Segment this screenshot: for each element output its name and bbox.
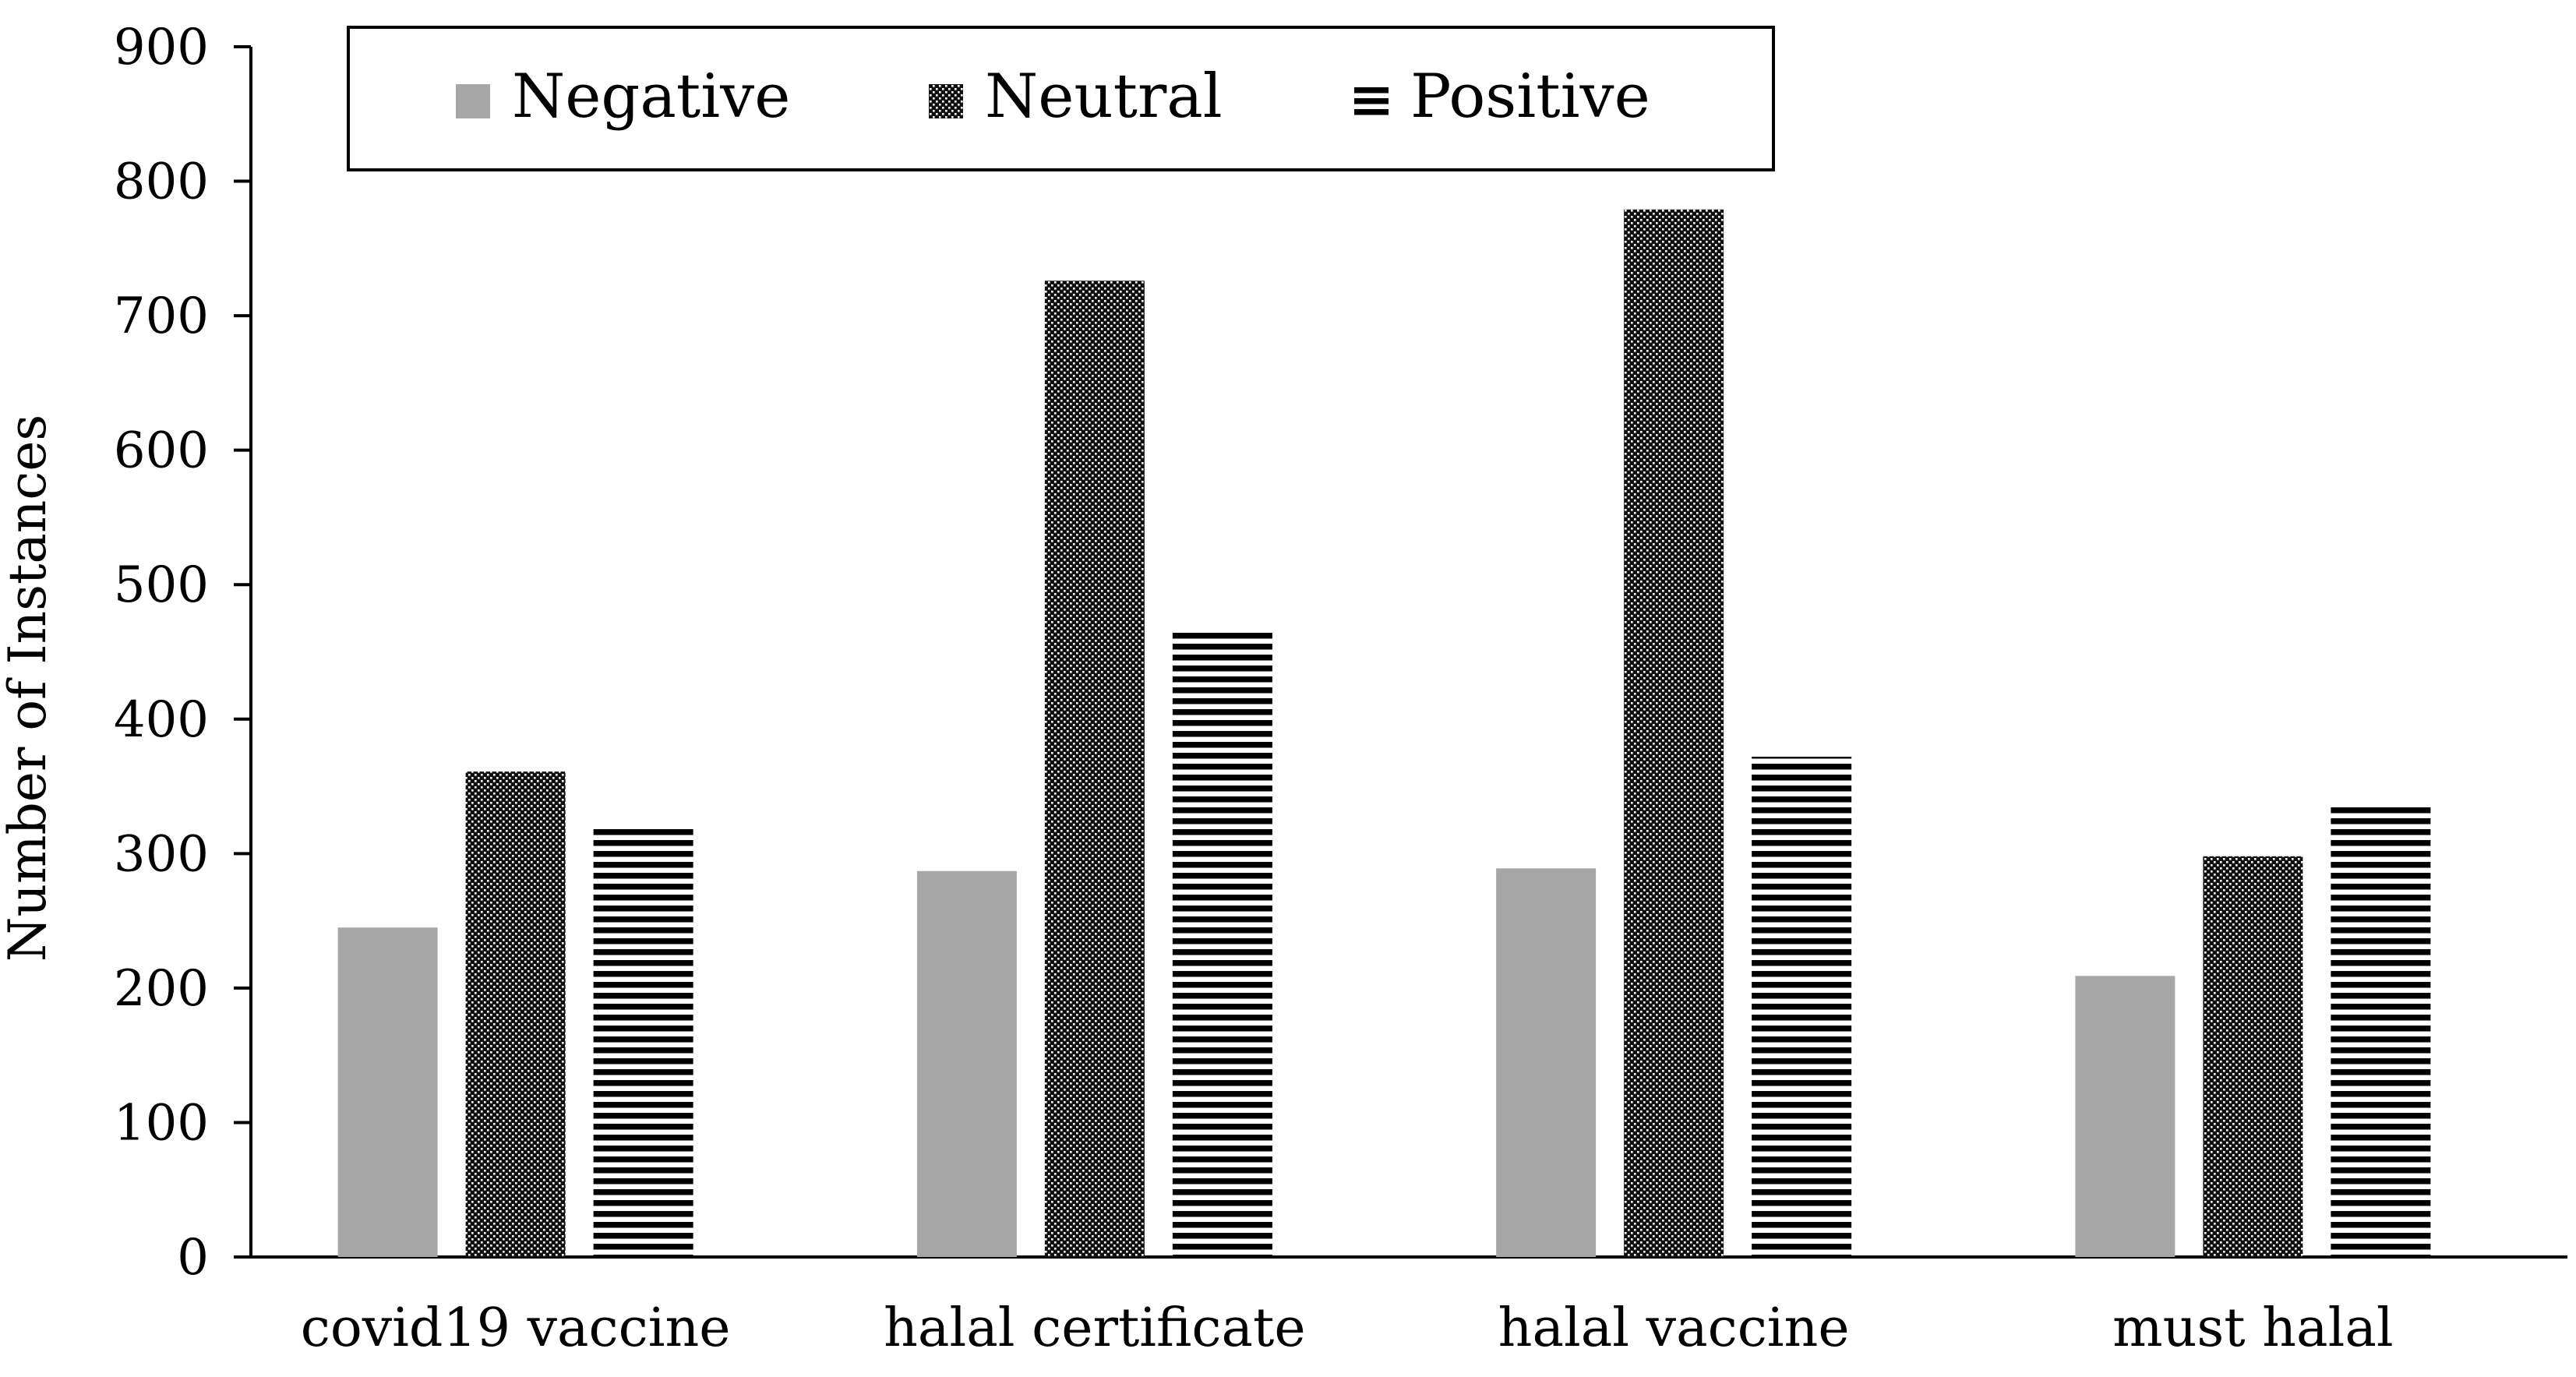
x-category-label: must halal: [2112, 1298, 2394, 1359]
bar-neutral-4: [2203, 856, 2303, 1257]
bar-negative-1: [337, 927, 438, 1257]
y-tick-label: 500: [114, 556, 209, 614]
legend-label-negative: Negative: [512, 62, 790, 132]
bar-negative-2: [916, 870, 1017, 1257]
y-axis-title: Number of Instances: [0, 415, 58, 962]
x-axis-categories: covid19 vaccine halal certificate halal va…: [301, 1298, 2394, 1359]
bar-negative-4: [2075, 976, 2175, 1257]
y-tick-label: 300: [114, 825, 209, 883]
bar-neutral-1: [465, 771, 566, 1257]
bar-neutral-3: [1624, 209, 1724, 1257]
legend-swatch-negative: [456, 84, 490, 118]
legend-box: [347, 26, 1775, 171]
bar-positive-1: [593, 825, 693, 1257]
legend-swatch-neutral: [929, 84, 963, 118]
legend-label-neutral: Neutral: [985, 62, 1223, 132]
legend: Negative Neutral Positive: [347, 26, 1775, 171]
legend-items: Negative Neutral Positive: [456, 62, 1650, 132]
bar-positive-3: [1752, 757, 1852, 1257]
legend-swatch-positive: [1354, 84, 1389, 118]
bar-neutral-2: [1044, 281, 1145, 1257]
bar-positive-2: [1172, 629, 1272, 1257]
y-axis-ticks: 0 100 200 300 400 500 600 700 800 900: [114, 19, 251, 1287]
x-category-label: covid19 vaccine: [301, 1298, 731, 1359]
x-category-label: halal vaccine: [1498, 1298, 1850, 1359]
legend-label-positive: Positive: [1410, 62, 1650, 132]
bar-positive-4: [2331, 806, 2431, 1257]
y-tick-label: 0: [177, 1229, 209, 1287]
y-tick-label: 800: [114, 154, 209, 211]
bars: [337, 209, 2431, 1257]
y-tick-label: 100: [114, 1094, 209, 1152]
y-tick-label: 400: [114, 691, 209, 749]
y-tick-label: 600: [114, 422, 209, 480]
y-tick-label: 700: [114, 288, 209, 345]
y-tick-label: 900: [114, 19, 209, 76]
y-tick-label: 200: [114, 960, 209, 1018]
x-category-label: halal certificate: [884, 1298, 1305, 1359]
bar-negative-3: [1496, 868, 1597, 1257]
